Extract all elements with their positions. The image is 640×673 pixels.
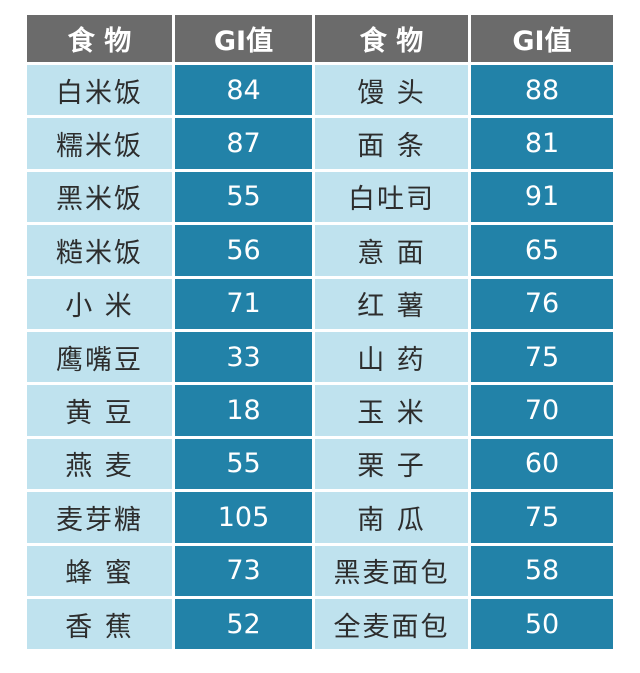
food-name-cell: 馒 头 (315, 65, 471, 119)
food-name-cell: 白吐司 (315, 171, 471, 226)
food-name-cell: 麦芽糖 (27, 492, 175, 546)
gi-table: 食 物 GI值 食 物 GI值 白米饭 84 馒 头 88 糯米饭 87 面 条 81 黑米饭 5… (27, 15, 613, 653)
food-name-cell: 黑米饭 (27, 171, 175, 226)
food-name-cell: 玉 米 (315, 385, 471, 439)
gi-value-cell: 50 (471, 598, 613, 653)
gi-value-cell: 91 (471, 171, 613, 226)
gi-value-cell: 81 (471, 118, 613, 172)
food-name-cell: 糯米饭 (27, 118, 175, 172)
gi-value-cell: 75 (471, 492, 613, 546)
food-name-cell: 糙米饭 (27, 225, 175, 279)
food-name-cell: 全麦面包 (315, 598, 471, 653)
food-name-cell: 南 瓜 (315, 492, 471, 546)
header-food-left: 食 物 (27, 15, 175, 65)
header-gi-left: GI值 (175, 15, 315, 65)
gi-value-cell: 88 (471, 65, 613, 119)
gi-value-cell: 58 (471, 545, 613, 599)
food-name-cell: 栗 子 (315, 438, 471, 493)
gi-value-cell: 55 (175, 438, 315, 493)
food-name-cell: 燕 麦 (27, 438, 175, 493)
gi-value-cell: 18 (175, 385, 315, 439)
food-name-cell: 香 蕉 (27, 598, 175, 653)
gi-value-cell: 71 (175, 278, 315, 332)
gi-value-cell: 84 (175, 65, 315, 119)
gi-value-cell: 105 (175, 492, 315, 546)
gi-value-cell: 60 (471, 438, 613, 493)
food-name-cell: 黄 豆 (27, 385, 175, 439)
gi-value-cell: 70 (471, 385, 613, 439)
food-name-cell: 鹰嘴豆 (27, 331, 175, 386)
food-name-cell: 面 条 (315, 118, 471, 172)
food-name-cell: 山 药 (315, 331, 471, 386)
food-name-cell: 白米饭 (27, 65, 175, 119)
gi-value-cell: 76 (471, 278, 613, 332)
gi-value-cell: 56 (175, 225, 315, 279)
food-name-cell: 黑麦面包 (315, 545, 471, 599)
gi-value-cell: 73 (175, 545, 315, 599)
food-name-cell: 小 米 (27, 278, 175, 332)
gi-value-cell: 87 (175, 118, 315, 172)
gi-value-cell: 55 (175, 171, 315, 226)
food-name-cell: 蜂 蜜 (27, 545, 175, 599)
gi-value-cell: 52 (175, 598, 315, 653)
food-name-cell: 红 薯 (315, 278, 471, 332)
gi-value-cell: 75 (471, 331, 613, 386)
header-food-right: 食 物 (315, 15, 471, 65)
food-name-cell: 意 面 (315, 225, 471, 279)
header-gi-right: GI值 (471, 15, 613, 65)
gi-table-grid: 食 物 GI值 食 物 GI值 白米饭 84 馒 头 88 糯米饭 87 面 条 81 黑米饭 5… (27, 15, 613, 653)
gi-value-cell: 33 (175, 331, 315, 386)
gi-value-cell: 65 (471, 225, 613, 279)
